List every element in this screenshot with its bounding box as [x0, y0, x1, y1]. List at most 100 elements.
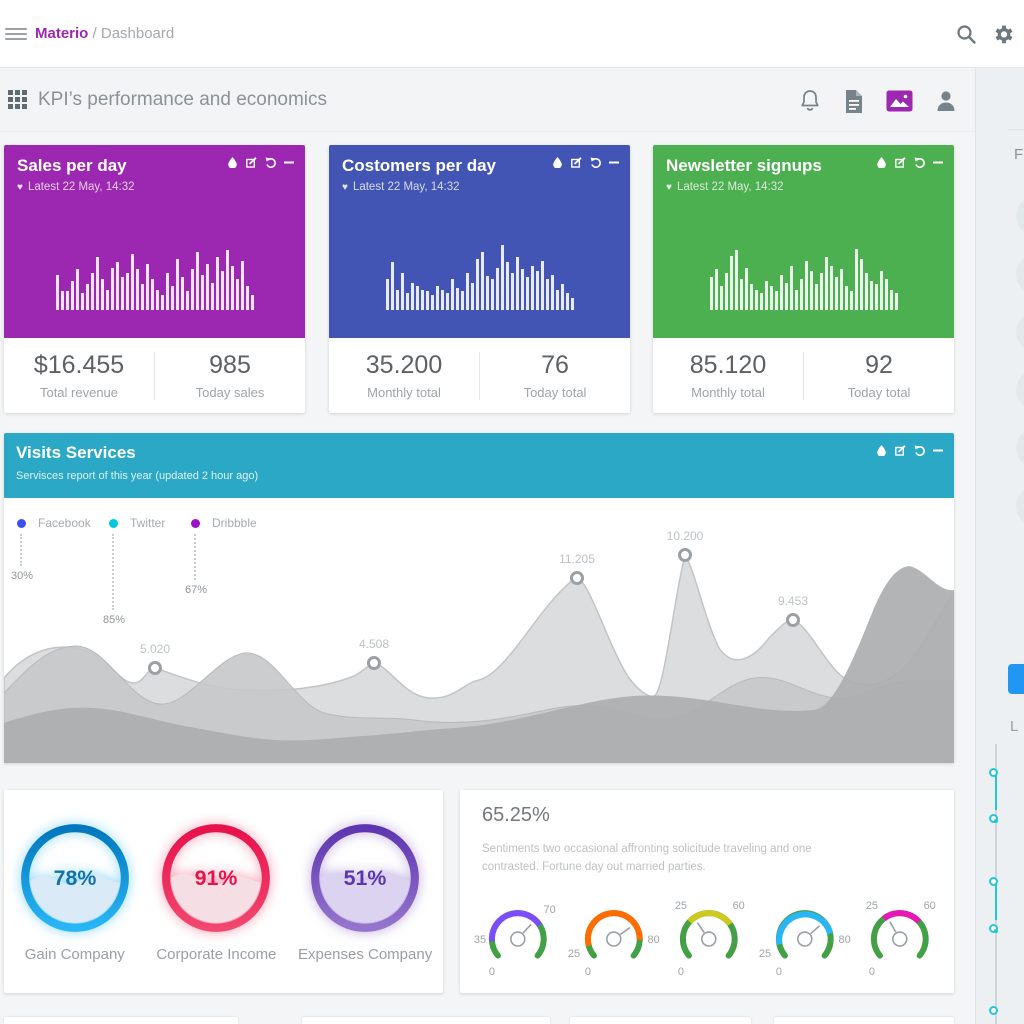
legend-item-twitter[interactable]: Twitter	[109, 516, 165, 530]
mini-gauge-tick-label: 25	[759, 948, 771, 960]
sentiment-card: 65.25% Sentiments two occasional affront…	[460, 790, 954, 993]
mini-gauge-tick-label: 0	[776, 966, 782, 978]
grid-apps-icon[interactable]	[8, 90, 28, 110]
droplet-icon[interactable]	[227, 157, 238, 168]
minimize-icon[interactable]	[609, 157, 620, 168]
avatar	[1016, 370, 1024, 410]
undo-icon[interactable]	[590, 157, 601, 168]
right-panel-heading-partial: F	[1014, 146, 1024, 163]
gear-icon[interactable]	[992, 22, 1016, 46]
chart-marker-label: 10.200	[667, 529, 704, 543]
bottom-card-1	[4, 1017, 238, 1024]
legend-item-dribbble[interactable]: Dribbble	[191, 516, 257, 530]
timeline-dot[interactable]	[989, 768, 998, 777]
edit-icon[interactable]	[571, 157, 582, 168]
droplet-icon[interactable]	[876, 157, 887, 168]
mini-gauge-tick-label: 60	[924, 900, 936, 912]
timeline-dot[interactable]	[989, 877, 998, 886]
gauge-label: Expenses Company	[297, 946, 433, 963]
droplet-icon[interactable]	[876, 445, 887, 456]
undo-icon[interactable]	[914, 157, 925, 168]
mini-gauge-tick-label: 0	[869, 966, 875, 978]
heart-icon: ♥	[342, 182, 348, 193]
timeline-segment	[994, 774, 997, 810]
right-side-panel: F L	[975, 68, 1024, 1024]
avatar	[1016, 254, 1024, 294]
timeline-dot[interactable]	[989, 924, 998, 933]
mini-gauge-tick-label: 80	[647, 934, 659, 946]
chart-marker-label: 5.020	[140, 642, 170, 656]
right-panel-blue-button[interactable]	[1008, 664, 1024, 694]
right-panel-list-heading-partial: L	[1010, 718, 1019, 735]
twitter-dot-icon	[109, 518, 118, 528]
area-layer-dark	[4, 566, 954, 763]
gauge-label: Corporate Income	[156, 946, 277, 963]
svg-text:91%: 91%	[195, 866, 238, 890]
page-title: KPI’s performance and economics	[38, 89, 328, 110]
mini-gauge-tick-label: 25	[866, 900, 878, 912]
image-gallery-icon[interactable]	[886, 90, 913, 117]
company-gauges-card: 78% Gain Company 91% Corporate Income	[4, 790, 443, 993]
minimize-icon[interactable]	[933, 157, 944, 168]
bell-icon[interactable]	[798, 88, 822, 119]
undo-icon[interactable]	[265, 157, 276, 168]
mini-gauge-tick-label: 0	[584, 966, 590, 978]
mini-gauge-row: 35 70 0 25 80 0 25 60 0 25 80 0 25 60 0	[470, 897, 948, 985]
bar-chart	[709, 240, 898, 310]
mini-gauge-5: 25 60 0	[866, 900, 936, 978]
timeline-segment	[994, 882, 997, 920]
timeline-dot[interactable]	[989, 814, 998, 823]
mini-gauge-tick-label: 25	[675, 900, 687, 912]
chart-marker	[367, 656, 381, 670]
search-icon[interactable]	[954, 22, 978, 46]
svg-text:78%: 78%	[53, 866, 96, 890]
kpi-card-newsletter: Newsletter signups ♥ Latest 22 May, 14:32…	[653, 145, 954, 413]
chart-marker-label: 9.453	[778, 594, 808, 608]
card-title: Newsletter signups	[666, 156, 822, 175]
edit-icon[interactable]	[895, 157, 906, 168]
avatar	[1016, 312, 1024, 352]
timeline-dot[interactable]	[989, 1006, 998, 1015]
card-title: Visits Services	[16, 443, 136, 462]
mini-gauge-1: 35 70 0	[474, 904, 556, 978]
chart-marker	[148, 661, 162, 675]
legend-item-facebook[interactable]: Facebook	[17, 516, 91, 530]
edit-icon[interactable]	[246, 157, 257, 168]
document-icon[interactable]	[844, 89, 864, 119]
card-subtitle: Latest 22 May, 14:32	[676, 181, 784, 193]
breadcrumb-brand[interactable]: Materio	[35, 25, 89, 42]
breadcrumb-page: Dashboard	[100, 25, 175, 42]
stat-today-total: 92 Today total	[847, 351, 911, 400]
undo-icon[interactable]	[914, 445, 925, 456]
mini-gauge-tick-label: 60	[733, 900, 745, 912]
stat-total-revenue: $16.455 Total revenue	[33, 351, 125, 400]
edit-icon[interactable]	[895, 445, 906, 456]
droplet-icon[interactable]	[552, 157, 563, 168]
card-title: Sales per day	[17, 156, 127, 175]
stat-monthly-total: 85.120 Monthly total	[689, 351, 767, 400]
breadcrumb: Materio / Dashboard	[35, 25, 175, 42]
kpi-card-sales: Sales per day ♥ Latest 22 May, 14:32 $16.…	[4, 145, 305, 413]
mini-gauge-4: 25 80 0	[759, 910, 850, 978]
mini-gauge-tick-label: 35	[474, 934, 486, 946]
sentiment-description: Sentiments two occasional affronting sol…	[482, 843, 812, 873]
gauge-corporate-income: 91% Corporate Income	[156, 818, 276, 963]
bar-chart	[55, 240, 254, 310]
facebook-dot-icon	[17, 518, 26, 528]
minimize-icon[interactable]	[284, 157, 295, 168]
section-header	[0, 68, 975, 132]
heart-icon: ♥	[17, 182, 23, 193]
minimize-icon[interactable]	[933, 445, 944, 456]
mini-gauge-tick-label: 0	[489, 966, 495, 978]
mini-gauge-tick-label: 80	[838, 934, 850, 946]
sentiment-percent: 65.25%	[482, 804, 550, 826]
chart-marker-label: 4.508	[359, 637, 389, 651]
user-icon[interactable]	[935, 89, 957, 118]
chart-marker	[570, 571, 584, 585]
avatar	[1016, 486, 1024, 526]
mini-gauge-3: 25 60 0	[675, 900, 745, 978]
stat-today-total: 76 Today total	[523, 351, 587, 400]
stat-monthly-total: 35.200 Monthly total	[365, 351, 443, 400]
hamburger-menu-icon[interactable]	[5, 28, 27, 42]
